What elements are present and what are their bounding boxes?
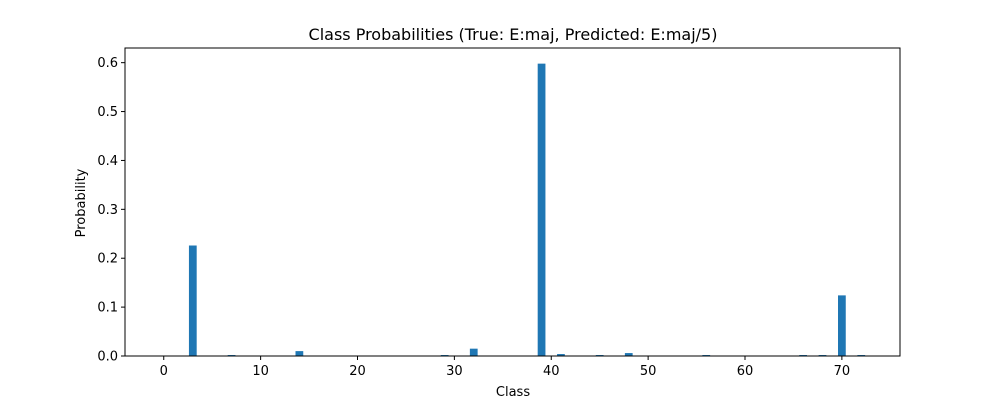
bars-group bbox=[188, 63, 866, 356]
chart-title: Class Probabilities (True: E:maj, Predic… bbox=[309, 25, 718, 44]
plot-frame bbox=[124, 47, 901, 357]
x-tick-label: 60 bbox=[737, 364, 754, 379]
y-tick-label: 0.0 bbox=[97, 350, 118, 365]
x-axis-ticks: 0 10 20 30 40 50 60 70 bbox=[160, 356, 851, 379]
bar-class-41 bbox=[557, 354, 565, 356]
y-axis-ticks: 0.0 0.1 0.2 0.3 0.4 0.5 0.6 bbox=[97, 56, 125, 365]
bar-class-3 bbox=[188, 245, 197, 356]
x-tick-label: 50 bbox=[640, 364, 657, 379]
x-tick-label: 40 bbox=[543, 364, 560, 379]
y-tick-label: 0.3 bbox=[97, 203, 118, 218]
y-tick-label: 0.5 bbox=[97, 105, 118, 120]
y-tick-label: 0.1 bbox=[97, 301, 118, 316]
bar-class-39 bbox=[537, 63, 546, 356]
y-tick-label: 0.2 bbox=[97, 252, 118, 267]
x-axis-title: Class bbox=[496, 385, 530, 400]
bar-class-70 bbox=[838, 295, 846, 356]
y-axis-title: Probability bbox=[74, 168, 89, 237]
y-tick-label: 0.4 bbox=[97, 154, 118, 169]
bar-class-14 bbox=[295, 351, 304, 356]
x-tick-label: 30 bbox=[446, 364, 463, 379]
x-tick-label: 10 bbox=[252, 364, 269, 379]
bar-class-32 bbox=[469, 348, 478, 356]
x-tick-label: 20 bbox=[349, 364, 366, 379]
x-tick-label: 70 bbox=[834, 364, 851, 379]
y-tick-label: 0.6 bbox=[97, 56, 118, 71]
x-tick-label: 0 bbox=[160, 364, 168, 379]
bar-class-48 bbox=[624, 353, 633, 356]
